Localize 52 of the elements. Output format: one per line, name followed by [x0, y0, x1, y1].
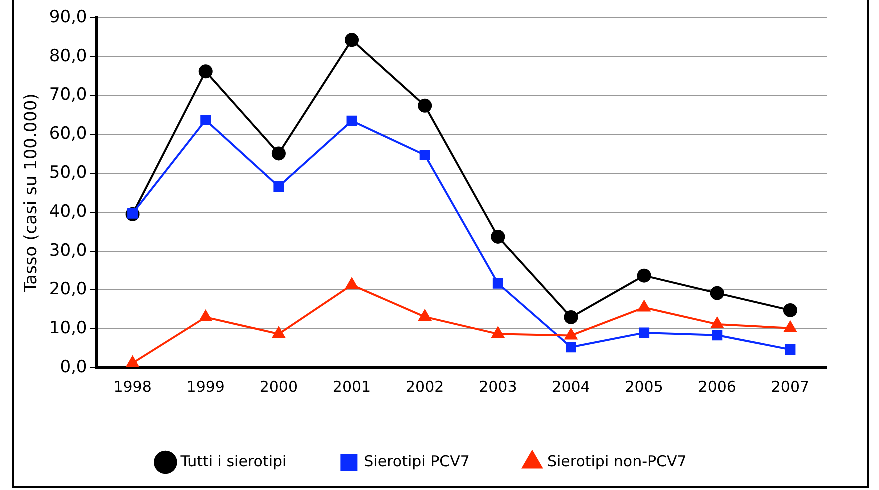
point — [565, 328, 578, 340]
point — [345, 33, 360, 48]
point — [418, 310, 432, 322]
point — [638, 300, 651, 312]
point — [566, 342, 576, 353]
y-axis-title: Tasso (casi su 100.000) — [22, 94, 42, 294]
point — [710, 286, 724, 300]
point — [785, 344, 796, 355]
point — [639, 328, 650, 338]
point — [274, 182, 284, 192]
x-tick-label: 2001 — [332, 378, 372, 396]
point — [418, 98, 432, 113]
point — [492, 327, 504, 338]
point — [712, 330, 723, 341]
y-tick-label: 40,0 — [49, 202, 88, 222]
y-tick-label: 0,0 — [60, 357, 88, 378]
x-tick-label: 2005 — [625, 378, 664, 396]
point — [564, 310, 578, 324]
legend-label: Sierotipi non-PCV7 — [547, 452, 687, 470]
x-tick-label: 1998 — [114, 378, 152, 396]
x-tick-label: 2007 — [771, 378, 810, 396]
y-tick-label: 60,0 — [49, 124, 88, 144]
point — [783, 303, 798, 318]
point — [272, 146, 286, 161]
point — [784, 321, 797, 332]
point — [711, 317, 724, 328]
x-tick-label: 2004 — [552, 378, 590, 396]
y-tick-label: 10,0 — [49, 318, 88, 339]
point — [200, 310, 212, 322]
y-tick-label: 30,0 — [49, 240, 88, 261]
x-tick-label: 2003 — [479, 378, 518, 396]
x-tick-label: 2002 — [406, 378, 444, 396]
point — [637, 268, 652, 283]
x-tick-label: 2006 — [698, 378, 736, 396]
y-tick-label: 50,0 — [49, 162, 88, 183]
point — [346, 116, 358, 126]
point — [272, 327, 286, 338]
y-tick-label: 70,0 — [49, 85, 88, 106]
point — [346, 278, 358, 290]
x-tick-label: 2000 — [260, 378, 298, 396]
point — [126, 356, 139, 368]
y-tick-label: 20,0 — [49, 280, 88, 300]
point — [198, 64, 213, 79]
point — [492, 278, 504, 289]
x-tick-label: 1999 — [186, 378, 225, 396]
legend-label: Sierotipi PCV7 — [364, 452, 470, 470]
point — [200, 115, 212, 126]
point — [491, 230, 506, 244]
legend-label: Tutti i sierotipi — [180, 452, 287, 470]
point — [420, 150, 430, 161]
y-tick-label: 90,0 — [49, 7, 88, 28]
y-tick-label: 80,0 — [49, 46, 88, 66]
